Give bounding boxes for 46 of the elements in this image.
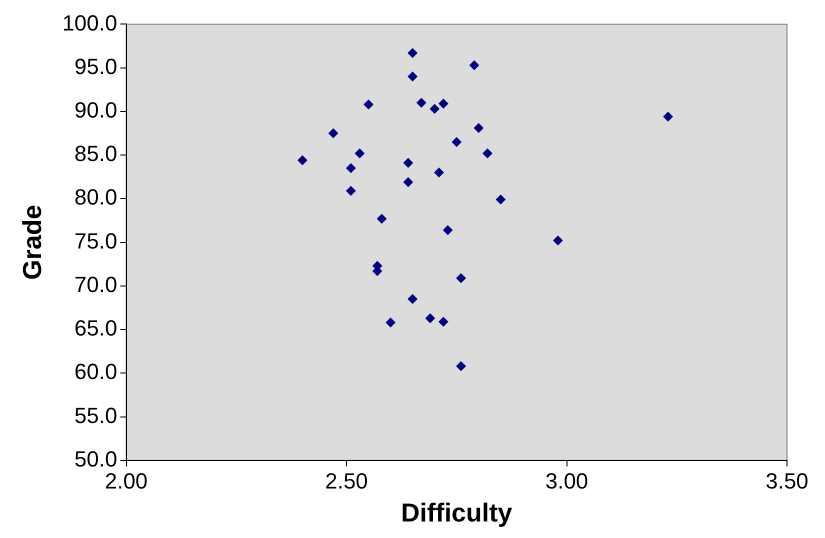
point (403, 158, 414, 168)
point (438, 98, 448, 109)
point (663, 112, 674, 122)
point (430, 104, 440, 114)
x-tick-label: 2.00 (104, 468, 148, 494)
point (403, 177, 414, 188)
x-axis-title: Difficulty (401, 498, 513, 528)
y-axis-title: Grade (16, 204, 47, 280)
y-tick-label: 60.0 (74, 359, 118, 384)
point (552, 236, 563, 246)
y-tick-label: 65.0 (74, 316, 118, 341)
point (452, 136, 462, 147)
point (376, 214, 387, 224)
point (425, 313, 436, 324)
point (442, 225, 453, 236)
point (408, 48, 418, 58)
x-tick-label: 3.50 (766, 468, 808, 494)
point (386, 318, 396, 328)
point (438, 316, 448, 327)
point (297, 155, 308, 166)
point (482, 148, 492, 158)
y-tick-label: 55.0 (74, 402, 118, 428)
point (346, 186, 356, 196)
point (456, 361, 466, 372)
y-tick-label: 90.0 (74, 98, 118, 123)
y-tick-label: 75.0 (74, 228, 118, 254)
y-tick-label: 95.0 (74, 54, 118, 79)
point (456, 273, 466, 284)
point (474, 123, 484, 134)
x-tick-label: 2.50 (325, 468, 368, 494)
point (496, 194, 506, 205)
point (364, 99, 374, 110)
y-tick-label: 50.0 (74, 446, 118, 472)
point (469, 60, 480, 70)
y-tick-label: 70.0 (74, 272, 118, 297)
y-tick-label: 85.0 (74, 141, 118, 166)
point (346, 163, 356, 174)
point (408, 72, 418, 82)
point (434, 168, 444, 178)
point (408, 294, 418, 304)
point (416, 98, 426, 108)
y-tick-label: 80.0 (74, 184, 118, 210)
x-tick-label: 3.00 (545, 468, 588, 494)
point (354, 148, 365, 158)
point (328, 128, 338, 138)
y-tick-label: 100.0 (62, 10, 118, 36)
